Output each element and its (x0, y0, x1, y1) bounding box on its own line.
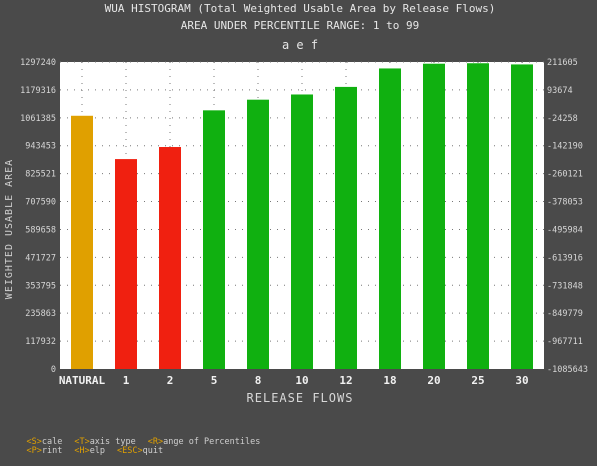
y-tick-label: 117932 (25, 337, 56, 347)
wua-histogram-screen: WUA HISTOGRAM (Total Weighted Usable Are… (4, 2, 588, 456)
y-tick-label: 1061385 (20, 114, 56, 124)
bar-18 (379, 68, 401, 369)
x-tick-label: 12 (339, 374, 352, 387)
x-tick-label: 18 (383, 374, 396, 387)
bar-8 (247, 99, 269, 369)
x-tick-label: 20 (427, 374, 440, 387)
bar-1 (115, 159, 137, 369)
bar-10 (291, 94, 313, 370)
y-tick-label: 235863 (25, 309, 56, 319)
x-tick-label: NATURAL (59, 374, 106, 387)
x-tick-label: 25 (471, 374, 484, 387)
x-axis-ticks: NATURAL 1 2 5 8 10 12 18 20 25 30 (59, 374, 529, 387)
wua-histogram-chart: WUA HISTOGRAM (Total Weighted Usable Are… (4, 2, 588, 405)
bars (71, 63, 533, 370)
bar-30 (511, 64, 533, 369)
y2-tick-label: 93674 (547, 86, 573, 96)
chart-title: WUA HISTOGRAM (Total Weighted Usable Are… (105, 2, 496, 15)
chart-title3: a e f (282, 38, 318, 52)
y2-axis-ticks: -1085643 -967711 -849779 -731848 -613916 -495… (547, 58, 588, 375)
help-scale[interactable]: <S>cale (26, 437, 63, 447)
bar-natural (71, 115, 93, 369)
y-tick-label: 1179316 (20, 86, 56, 96)
y2-tick-label: -378053 (547, 198, 583, 208)
y2-tick-label: -613916 (547, 253, 583, 263)
x-tick-label: 10 (295, 374, 308, 387)
x-tick-label: 30 (515, 374, 528, 387)
y-tick-label: 0 (51, 365, 56, 375)
y2-tick-label: -24258 (547, 114, 578, 124)
y-tick-label: 589658 (25, 225, 56, 235)
bar-20 (423, 63, 445, 370)
bar-25 (467, 63, 489, 369)
y-tick-label: 471727 (25, 253, 56, 263)
y-axis-label: WEIGHTED USABLE AREA (4, 159, 15, 299)
y-tick-label: 1297240 (20, 58, 56, 68)
y-tick-label: 825521 (25, 170, 56, 180)
help-quit[interactable]: <ESC>quit (117, 446, 164, 456)
help-help[interactable]: <H>elp (74, 446, 106, 456)
x-axis-label: RELEASE FLOWS (247, 391, 354, 405)
help-print[interactable]: <P>rint (26, 446, 63, 456)
x-tick-label: 5 (211, 374, 218, 387)
chart-subtitle: AREA UNDER PERCENTILE RANGE: 1 to 99 (181, 19, 419, 32)
y2-tick-label: -495984 (547, 225, 583, 235)
y-tick-label: 353795 (25, 281, 56, 291)
x-tick-label: 1 (123, 374, 130, 387)
y-tick-label: 943453 (25, 142, 56, 152)
y2-tick-label: -142190 (547, 142, 583, 152)
help-row-2: <P>rint <H>elp <ESC>quit (6, 436, 175, 466)
y2-tick-label: -260121 (547, 170, 583, 180)
bar-2 (159, 147, 181, 369)
bar-12 (335, 86, 357, 370)
y2-tick-label: -849779 (547, 309, 583, 319)
help-range[interactable]: <R>ange of Percentiles (147, 437, 261, 447)
help-axis-type[interactable]: <T>axis type (74, 437, 136, 447)
y-axis-ticks: 0 117932 235863 353795 471727 589658 707590 825… (20, 58, 56, 375)
bar-5 (203, 110, 225, 369)
y2-tick-label: -967711 (547, 337, 583, 347)
y2-tick-label: -1085643 (547, 365, 588, 375)
y2-tick-label: -731848 (547, 281, 583, 291)
x-tick-label: 2 (167, 374, 174, 387)
y-tick-label: 707590 (25, 198, 56, 208)
y2-tick-label: 211605 (547, 58, 578, 68)
help-row-1: <S>cale <T>axis type <R>ange of Percentile… (6, 427, 272, 457)
x-tick-label: 8 (255, 374, 262, 387)
